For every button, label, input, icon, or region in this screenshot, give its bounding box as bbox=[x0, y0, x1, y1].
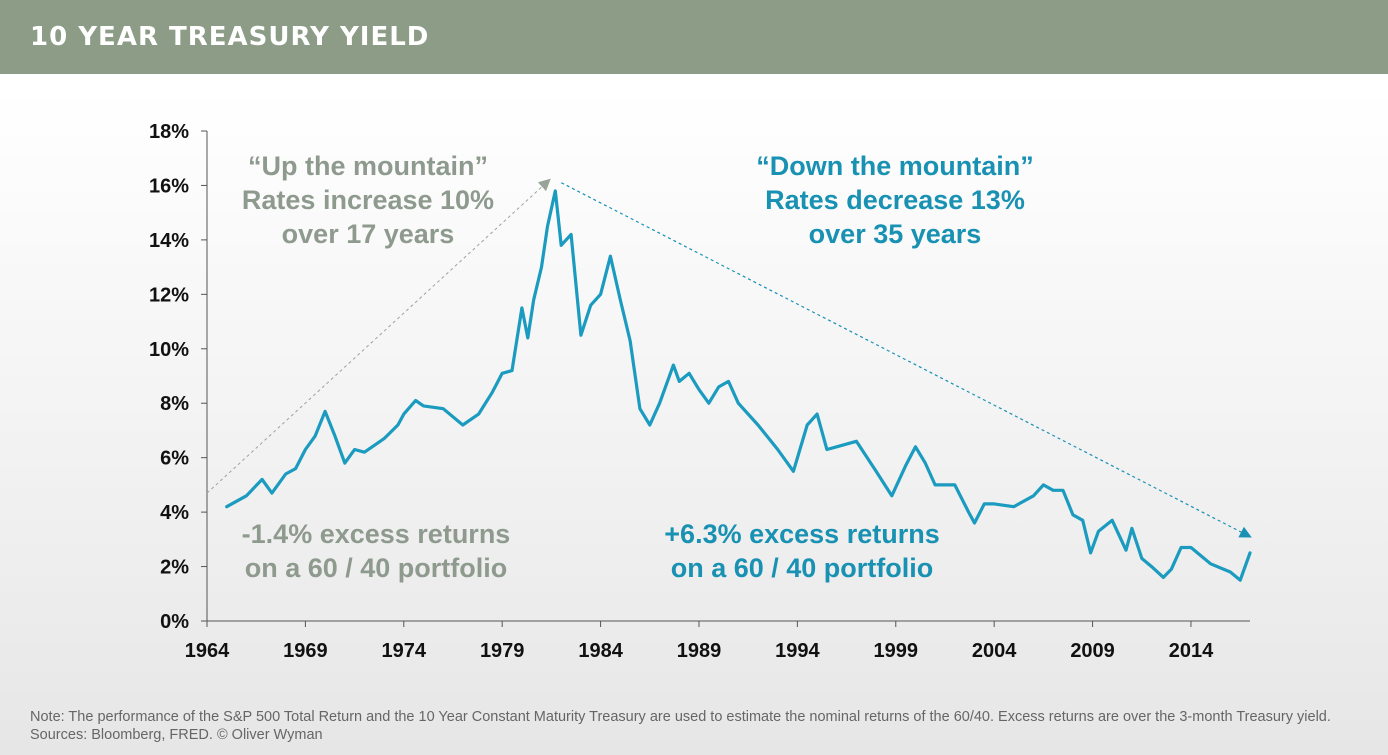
y-tick-label: 18% bbox=[149, 121, 189, 143]
footnote: Note: The performance of the S&P 500 Tot… bbox=[30, 709, 1331, 743]
annotation-line: over 35 years bbox=[809, 219, 982, 249]
trend-arrows bbox=[206, 178, 1252, 538]
annotations: “Up the mountain” Rates increase 10% over … bbox=[242, 151, 1034, 583]
yield-series-line bbox=[225, 189, 1252, 582]
y-tick-label: 2% bbox=[160, 557, 189, 579]
x-tick-label: 1989 bbox=[677, 640, 722, 662]
x-tick-label: 2004 bbox=[972, 640, 1017, 662]
y-tick-label: 14% bbox=[149, 230, 189, 252]
annotation-line: -1.4% excess returns bbox=[242, 519, 511, 549]
up-trend-arrow bbox=[206, 178, 551, 494]
header-bar: 10 YEAR TREASURY YIELD bbox=[0, 0, 1388, 74]
y-tick-label: 0% bbox=[160, 611, 189, 633]
y-tick-label: 6% bbox=[160, 448, 189, 470]
y-tick-label: 10% bbox=[149, 339, 189, 361]
annotation-line: Rates increase 10% bbox=[242, 185, 494, 215]
y-tick-label: 12% bbox=[149, 284, 189, 306]
x-tick-label: 1994 bbox=[775, 640, 820, 662]
x-tick-label: 1999 bbox=[874, 640, 919, 662]
annotation-line: Rates decrease 13% bbox=[765, 185, 1025, 215]
page-title: 10 YEAR TREASURY YIELD bbox=[30, 22, 430, 52]
annotation-line: over 17 years bbox=[282, 219, 455, 249]
y-tick-label: 16% bbox=[149, 175, 189, 197]
x-tick-label: 2009 bbox=[1070, 640, 1115, 662]
annotation-line: on a 60 / 40 portfolio bbox=[671, 553, 934, 583]
axes: 0% 2% 4% 6% 8% 10% 12% 14% 16% 18% 1964 1969 1974 197… bbox=[149, 121, 1250, 662]
x-tick-label: 1974 bbox=[382, 640, 427, 662]
series-layer bbox=[225, 189, 1252, 582]
annotation-line: +6.3% excess returns bbox=[664, 519, 939, 549]
annotation-line: on a 60 / 40 portfolio bbox=[245, 553, 508, 583]
x-tick-label: 1979 bbox=[480, 640, 525, 662]
x-tick-label: 1984 bbox=[578, 640, 623, 662]
x-tick-label: 1964 bbox=[185, 640, 230, 662]
treasury-yield-chart: 0% 2% 4% 6% 8% 10% 12% 14% 16% 18% 1964 1969 1974 197… bbox=[149, 121, 1252, 662]
x-tick-label: 1969 bbox=[283, 640, 328, 662]
annotation-line: “Up the mountain” bbox=[248, 151, 488, 181]
annotation-line: “Down the mountain” bbox=[756, 151, 1033, 181]
x-tick-label: 2014 bbox=[1169, 640, 1214, 662]
y-tick-label: 4% bbox=[160, 502, 189, 524]
y-tick-label: 8% bbox=[160, 393, 189, 415]
